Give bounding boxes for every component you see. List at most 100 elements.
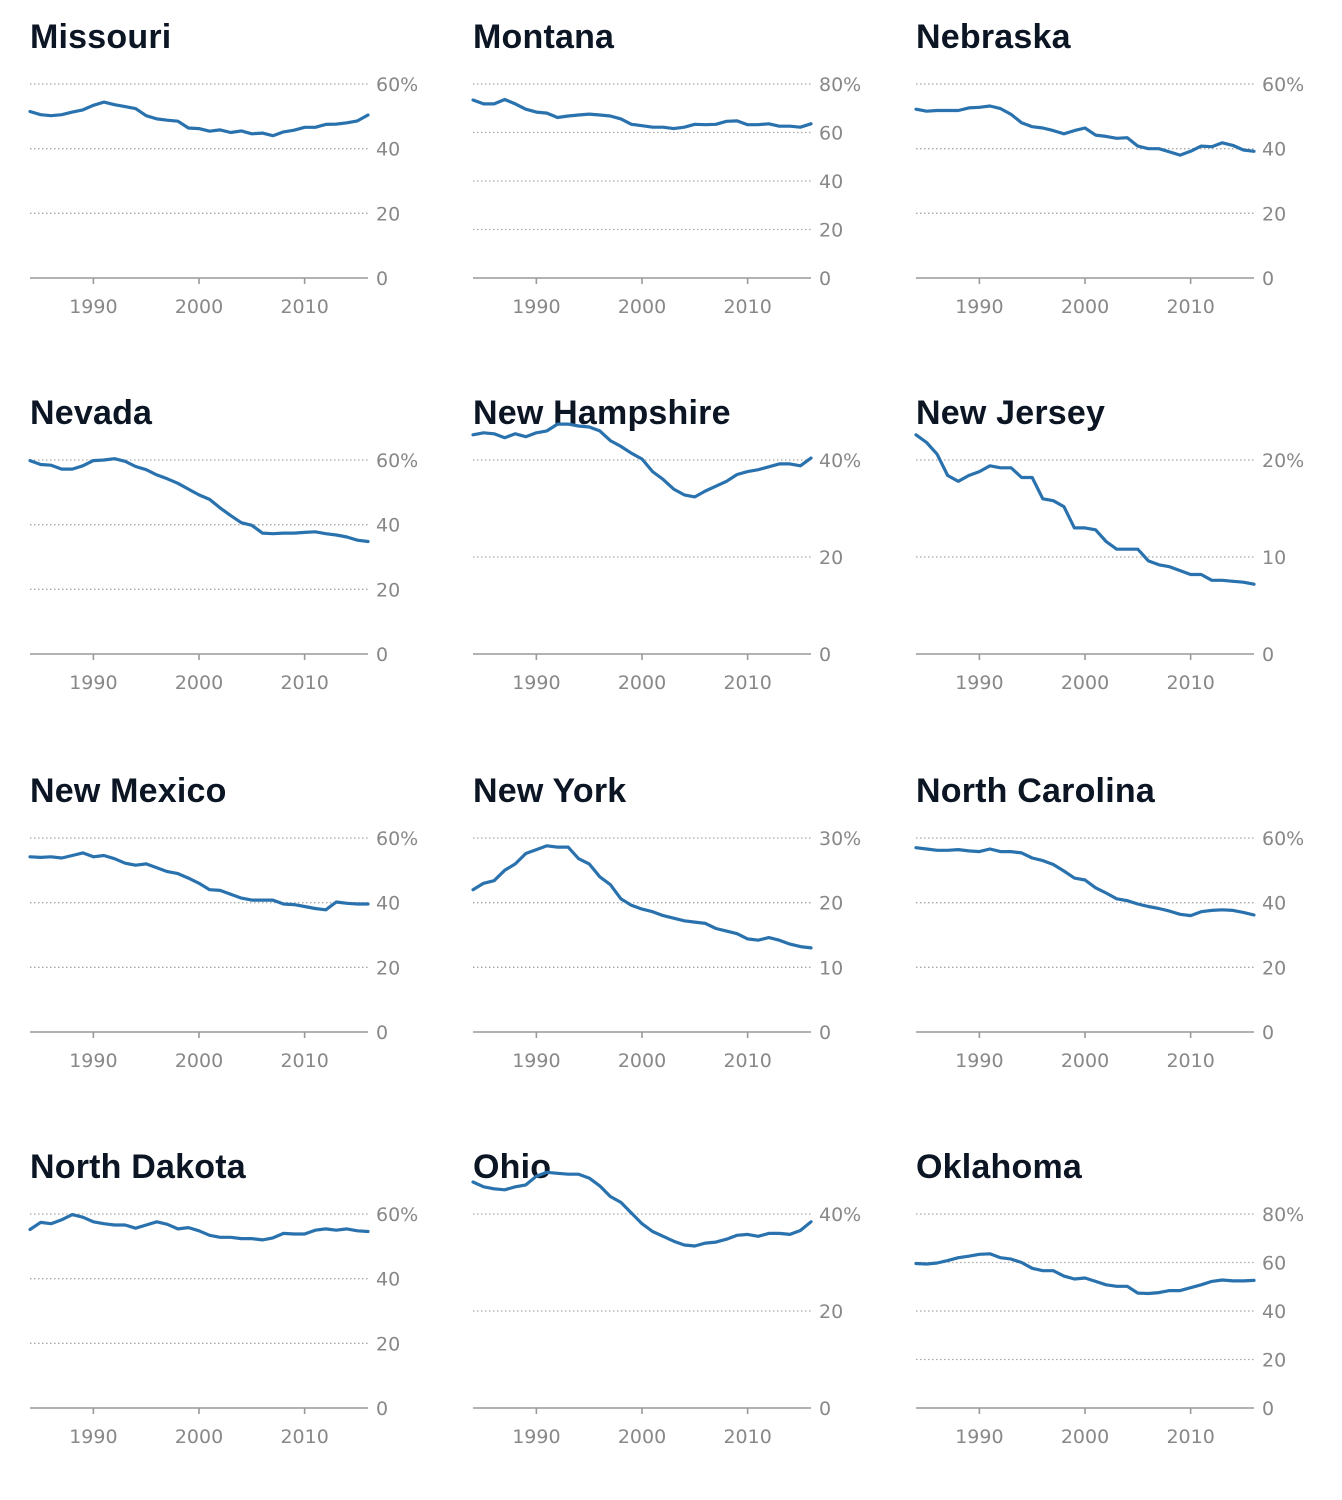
y-tick-label: 0 [1262, 268, 1274, 290]
panel-title: North Carolina [916, 772, 1155, 810]
y-tick-label: 20 [1262, 203, 1286, 225]
x-tick-label: 1990 [512, 1426, 560, 1448]
panel-north-carolina: North Carolina 0 20 40 60% 1990 2000 2010 [886, 754, 1326, 1124]
x-tick-label: 2000 [618, 1426, 666, 1448]
series-line [471, 422, 813, 499]
x-tick-label: 2000 [618, 1050, 666, 1072]
line-chart: 0 20 40 60% 1990 2000 2010 [914, 828, 1304, 1072]
line-chart: 0 20 40 60% 1990 2000 2010 [28, 450, 418, 694]
panel-title: Ohio [473, 1148, 552, 1186]
x-tick-label: 2010 [280, 296, 328, 318]
x-tick-label: 2000 [175, 1426, 223, 1448]
line-chart: 0 20 40 60 80% 1990 2000 2010 [914, 1204, 1304, 1448]
panel-nevada: Nevada 0 20 40 60% 1990 2000 2010 [0, 376, 440, 746]
line-chart: 0 20 40 60% 1990 2000 2010 [28, 1204, 418, 1448]
x-tick-label: 2010 [280, 1426, 328, 1448]
panel-title: New Hampshire [473, 394, 731, 432]
y-tick-label: 40% [819, 450, 861, 472]
x-tick-label: 2000 [1061, 1050, 1109, 1072]
x-tick-label: 2000 [175, 672, 223, 694]
x-tick-label: 1990 [955, 1050, 1003, 1072]
x-tick-label: 1990 [955, 296, 1003, 318]
series-line [28, 100, 370, 138]
series-line [914, 846, 1256, 918]
y-tick-label: 80% [819, 74, 861, 96]
x-tick-label: 2000 [1061, 672, 1109, 694]
y-tick-label: 60% [1262, 828, 1304, 850]
y-tick-label: 20 [819, 547, 843, 569]
x-tick-label: 1990 [512, 296, 560, 318]
line-chart: 0 20 40 60% 1990 2000 2010 [28, 828, 418, 1072]
y-tick-label: 20 [819, 893, 843, 915]
series-line [471, 97, 813, 131]
x-tick-label: 1990 [955, 672, 1003, 694]
x-tick-label: 2000 [175, 296, 223, 318]
x-tick-label: 1990 [512, 1050, 560, 1072]
line-chart: 0 20 40% 1990 2000 2010 [471, 422, 861, 694]
series-line [471, 1170, 813, 1248]
y-tick-label: 60% [376, 74, 418, 96]
panel-title: New York [473, 772, 627, 810]
x-tick-label: 2010 [1166, 1050, 1214, 1072]
x-tick-label: 2010 [280, 1050, 328, 1072]
y-tick-label: 20 [819, 1301, 843, 1323]
x-tick-label: 2010 [723, 1050, 771, 1072]
panel-title: Nevada [30, 394, 153, 432]
y-tick-label: 10 [1262, 547, 1286, 569]
y-tick-label: 0 [819, 268, 831, 290]
y-tick-label: 20 [376, 1333, 400, 1355]
y-tick-label: 20 [819, 220, 843, 242]
y-tick-label: 20% [1262, 450, 1304, 472]
y-tick-label: 60% [376, 828, 418, 850]
line-chart: 0 20 40 60% 1990 2000 2010 [914, 74, 1304, 318]
y-tick-label: 60% [376, 1204, 418, 1226]
y-tick-label: 0 [819, 1022, 831, 1044]
series-line [914, 433, 1256, 586]
y-tick-label: 0 [376, 1022, 388, 1044]
panel-title: Montana [473, 18, 615, 56]
y-tick-label: 0 [1262, 1022, 1274, 1044]
panel-new-mexico: New Mexico 0 20 40 60% 1990 2000 2010 [0, 754, 440, 1124]
x-tick-label: 2010 [723, 296, 771, 318]
y-tick-label: 20 [376, 579, 400, 601]
y-tick-label: 40 [376, 893, 400, 915]
y-tick-label: 60 [819, 123, 843, 145]
x-tick-label: 2010 [1166, 1426, 1214, 1448]
x-tick-label: 1990 [69, 296, 117, 318]
panel-ohio: Ohio 0 20 40% 1990 2000 2010 [443, 1130, 883, 1500]
line-chart: 0 10 20% 1990 2000 2010 [914, 433, 1304, 694]
x-tick-label: 1990 [69, 1050, 117, 1072]
y-tick-label: 40 [1262, 893, 1286, 915]
y-tick-label: 60% [376, 450, 418, 472]
y-tick-label: 0 [376, 268, 388, 290]
y-tick-label: 0 [376, 1398, 388, 1420]
line-chart: 0 20 40 60% 1990 2000 2010 [28, 74, 418, 318]
series-line [914, 1252, 1256, 1296]
panel-title: North Dakota [30, 1148, 246, 1186]
x-tick-label: 1990 [955, 1426, 1003, 1448]
x-tick-label: 2000 [618, 672, 666, 694]
y-tick-label: 60% [1262, 74, 1304, 96]
panel-title: New Jersey [916, 394, 1106, 432]
x-tick-label: 2000 [1061, 1426, 1109, 1448]
panel-title: New Mexico [30, 772, 227, 810]
y-tick-label: 80% [1262, 1204, 1304, 1226]
y-tick-label: 20 [376, 203, 400, 225]
x-tick-label: 1990 [69, 1426, 117, 1448]
y-tick-label: 0 [1262, 1398, 1274, 1420]
panel-missouri: Missouri 0 20 40 60% 1990 2000 2010 [0, 0, 440, 370]
y-tick-label: 20 [376, 957, 400, 979]
x-tick-label: 2010 [1166, 672, 1214, 694]
x-tick-label: 2010 [723, 672, 771, 694]
x-tick-label: 2010 [1166, 296, 1214, 318]
y-tick-label: 30% [819, 828, 861, 850]
y-tick-label: 40 [1262, 1301, 1286, 1323]
line-chart: 0 20 40% 1990 2000 2010 [471, 1170, 861, 1448]
panel-oklahoma: Oklahoma 0 20 40 60 80% 1990 2000 2010 [886, 1130, 1326, 1500]
y-tick-label: 40 [1262, 139, 1286, 161]
y-tick-label: 20 [1262, 1350, 1286, 1372]
x-tick-label: 2000 [618, 296, 666, 318]
series-line [28, 457, 370, 544]
y-tick-label: 40 [376, 139, 400, 161]
panel-north-dakota: North Dakota 0 20 40 60% 1990 2000 2010 [0, 1130, 440, 1500]
